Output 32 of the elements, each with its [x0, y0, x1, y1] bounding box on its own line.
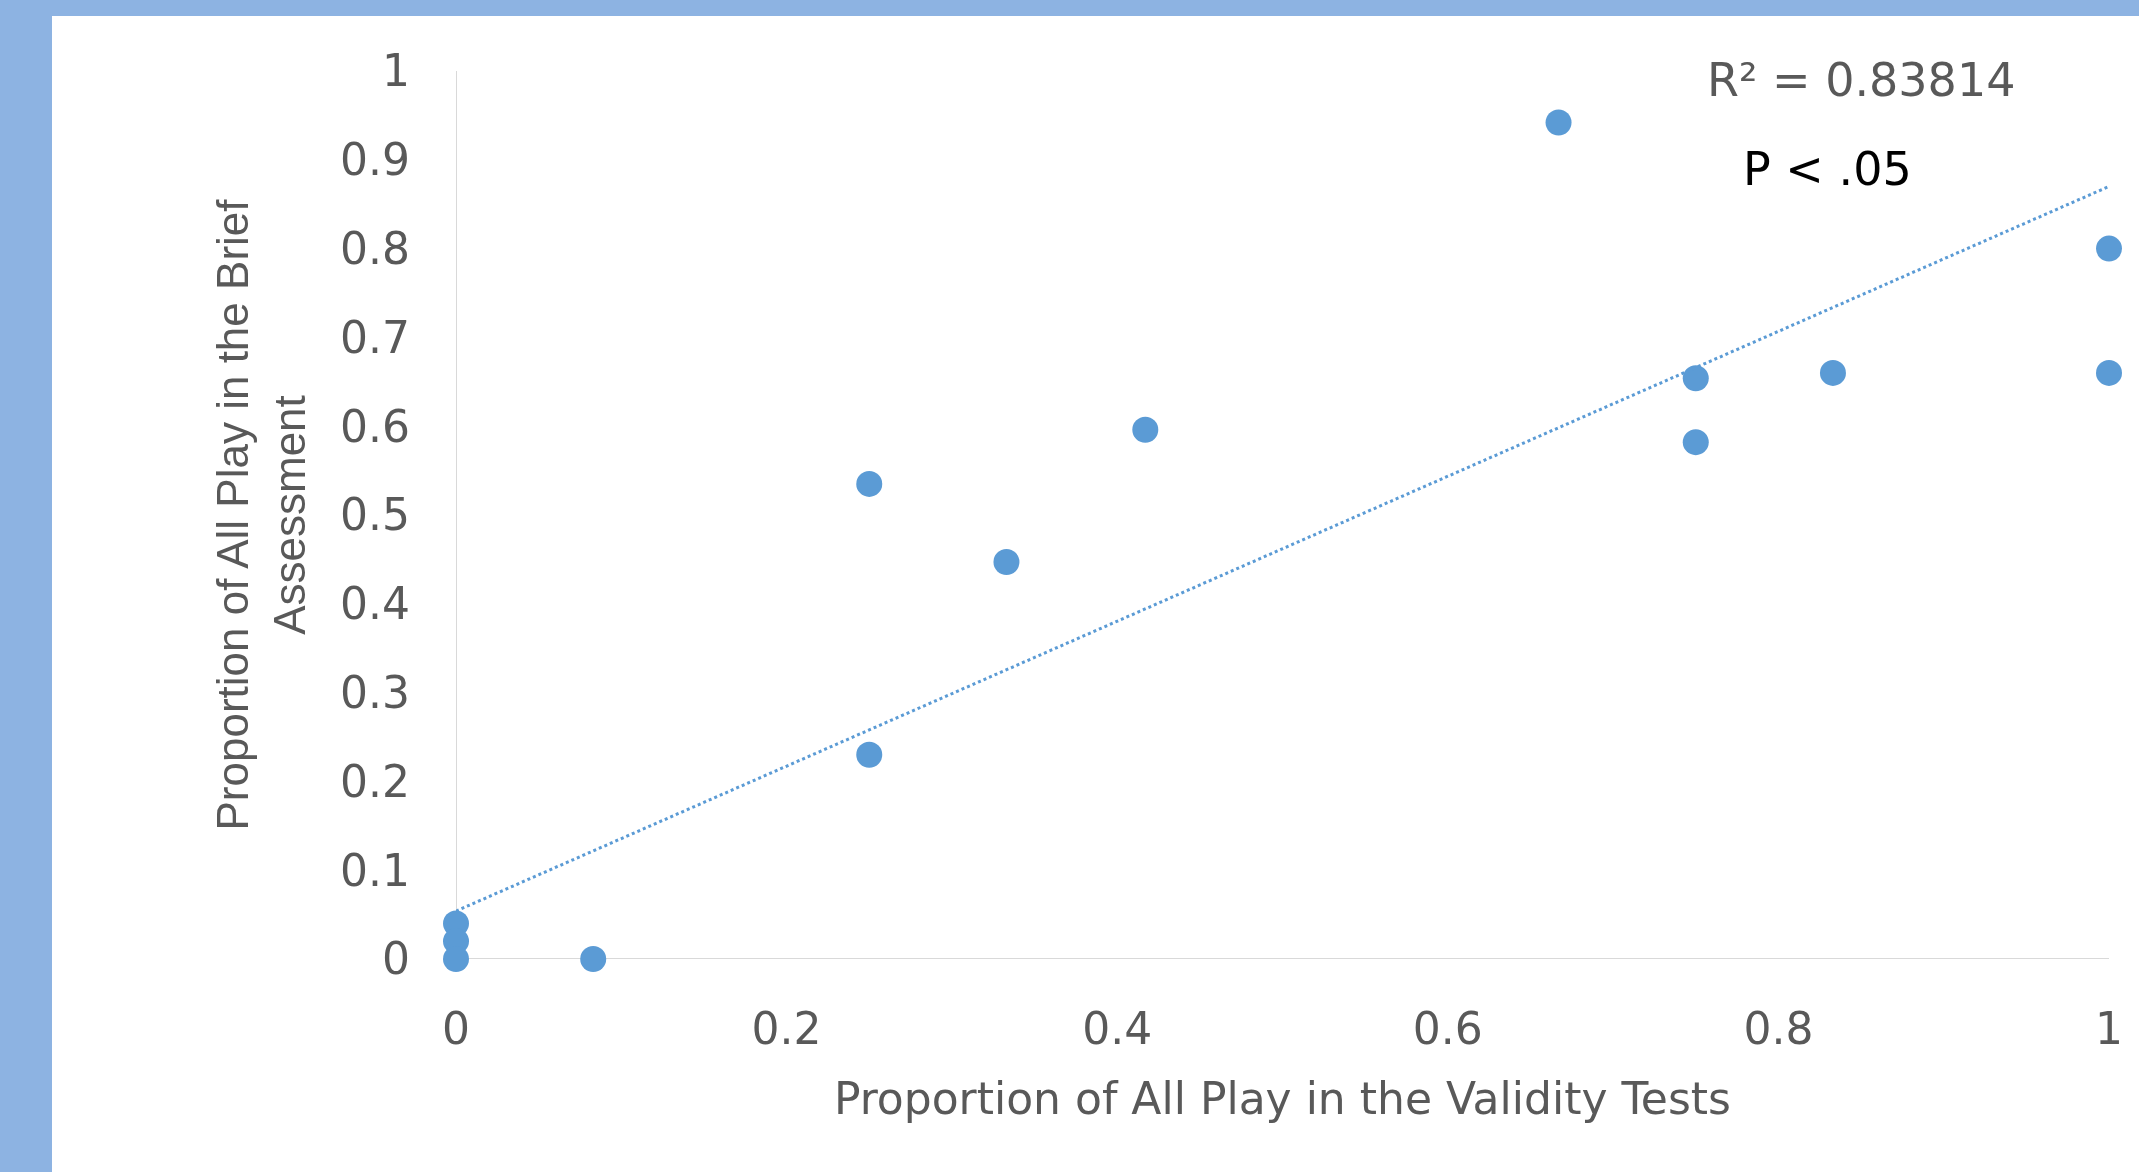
point: [993, 549, 1020, 576]
y-tick-label: 0.9: [340, 134, 410, 186]
x-axis-title: Proportion of All Play in the Validity Tests: [833, 1073, 1732, 1125]
point: [2096, 359, 2122, 386]
y-tick-label: 0.7: [340, 311, 410, 363]
y-tick-label: 0.8: [340, 223, 410, 274]
y-tick-label: 0.6: [340, 400, 410, 452]
point: [1819, 359, 1846, 386]
point: [580, 946, 607, 972]
y-tick-label: 1: [382, 45, 410, 97]
point: [856, 470, 883, 497]
annotation: R² = 0.83814: [1707, 53, 2016, 107]
point: [856, 741, 883, 768]
y-tick-label: 0.2: [340, 755, 410, 807]
x-tick-label: 0.6: [1412, 1003, 1483, 1054]
point: [1545, 109, 1572, 136]
y-tick-label: 0.4: [340, 578, 410, 630]
point: [1682, 429, 1709, 456]
y-axis-title: Proportion of All Play in the Brief Assessment: [207, 198, 315, 831]
y-tick-label: 0.3: [340, 667, 410, 718]
y-tick-label: 0.5: [340, 489, 410, 541]
x-tick-label: 0.4: [1082, 1003, 1153, 1054]
y-tick-label: 0.1: [340, 844, 410, 896]
x-tick-label: 0.2: [751, 1003, 822, 1054]
x-tick-label: 0: [442, 1003, 470, 1054]
annotation: P < .05: [1743, 142, 1912, 196]
x-tick-label: 0.8: [1743, 1003, 1814, 1054]
point: [1682, 365, 1709, 392]
x-tick-label: 1: [2095, 1003, 2123, 1054]
y-tick-label: 0: [382, 933, 410, 985]
point: [2096, 235, 2122, 262]
point: [1132, 416, 1159, 443]
